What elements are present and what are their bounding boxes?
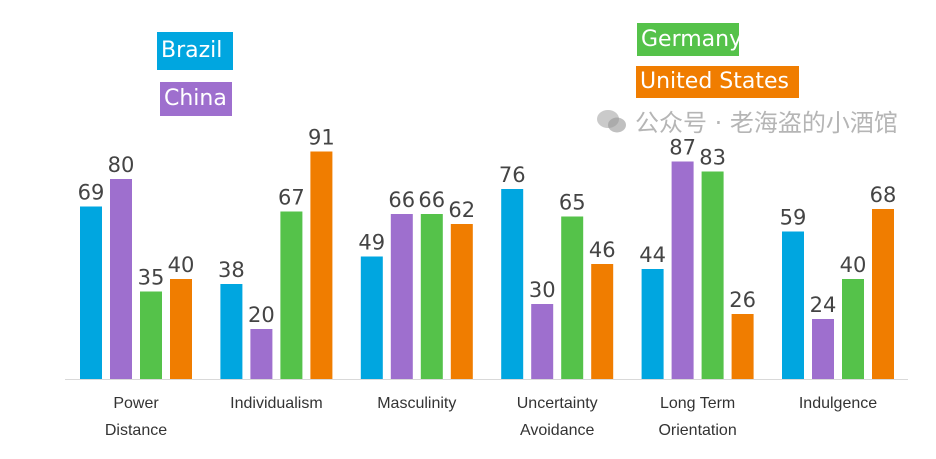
category-label: Orientation <box>658 422 736 439</box>
bar-united-states <box>450 224 473 379</box>
category-label: Distance <box>105 422 167 439</box>
bar-china <box>671 161 694 379</box>
data-label: 65 <box>559 191 586 215</box>
legend-china: China <box>160 82 232 116</box>
watermark-text: 公众号 · 老海盗的小酒馆 <box>635 109 898 137</box>
legend-brazil: Brazil <box>157 32 233 70</box>
data-label: 76 <box>499 163 526 187</box>
data-label: 66 <box>418 188 445 212</box>
data-label: 83 <box>699 146 726 170</box>
data-label: 68 <box>870 183 897 207</box>
category-label: Power <box>113 395 159 412</box>
watermark: 公众号 · 老海盗的小酒馆 <box>595 103 898 138</box>
bar-united-states <box>170 279 192 379</box>
data-label: 80 <box>108 153 135 177</box>
bar-germany <box>701 171 724 379</box>
data-label: 40 <box>168 253 195 277</box>
category-label: Individualism <box>230 395 322 412</box>
bar-china <box>531 304 554 379</box>
legend-germany: Germany <box>637 23 742 56</box>
data-label: 67 <box>278 186 305 210</box>
data-label: 38 <box>218 258 245 282</box>
category-label: Avoidance <box>520 422 595 439</box>
bar-china <box>390 214 413 379</box>
legend-united-states: United States <box>636 66 799 98</box>
data-label: 40 <box>840 253 867 277</box>
category-label: Indulgence <box>799 395 877 412</box>
data-label: 87 <box>669 136 696 160</box>
bar-germany <box>561 216 584 379</box>
bar-brazil <box>360 256 383 379</box>
data-label: 20 <box>248 303 275 327</box>
bar-germany <box>140 291 162 379</box>
data-label: 24 <box>810 293 837 317</box>
data-label: 26 <box>729 288 756 312</box>
data-label: 62 <box>448 198 475 222</box>
category-label: Long Term <box>660 395 735 412</box>
bar-china <box>250 329 273 379</box>
bar-germany <box>280 211 303 379</box>
bar-brazil <box>501 189 524 379</box>
bar-brazil <box>782 231 804 379</box>
data-label: 59 <box>780 206 807 230</box>
bar-germany <box>842 279 864 379</box>
bar-united-states <box>591 264 614 379</box>
bar-united-states <box>310 151 333 379</box>
data-label: 46 <box>589 238 616 262</box>
bar-united-states <box>731 314 754 379</box>
data-label: 69 <box>78 181 105 205</box>
data-label: 44 <box>639 243 666 267</box>
category-label: Uncertainty <box>517 395 598 412</box>
bar-brazil <box>80 206 102 379</box>
bar-china <box>110 179 132 379</box>
bar-united-states <box>872 209 894 379</box>
category-label: Masculinity <box>377 395 456 412</box>
data-label: 49 <box>358 231 385 255</box>
bar-brazil <box>641 269 664 379</box>
wechat-icon <box>597 109 626 132</box>
data-label: 91 <box>308 126 335 150</box>
bar-brazil <box>220 284 243 379</box>
data-label: 35 <box>138 266 165 290</box>
bar-china <box>812 319 834 379</box>
data-label: 66 <box>388 188 415 212</box>
bar-germany <box>420 214 443 379</box>
data-label: 30 <box>529 278 556 302</box>
